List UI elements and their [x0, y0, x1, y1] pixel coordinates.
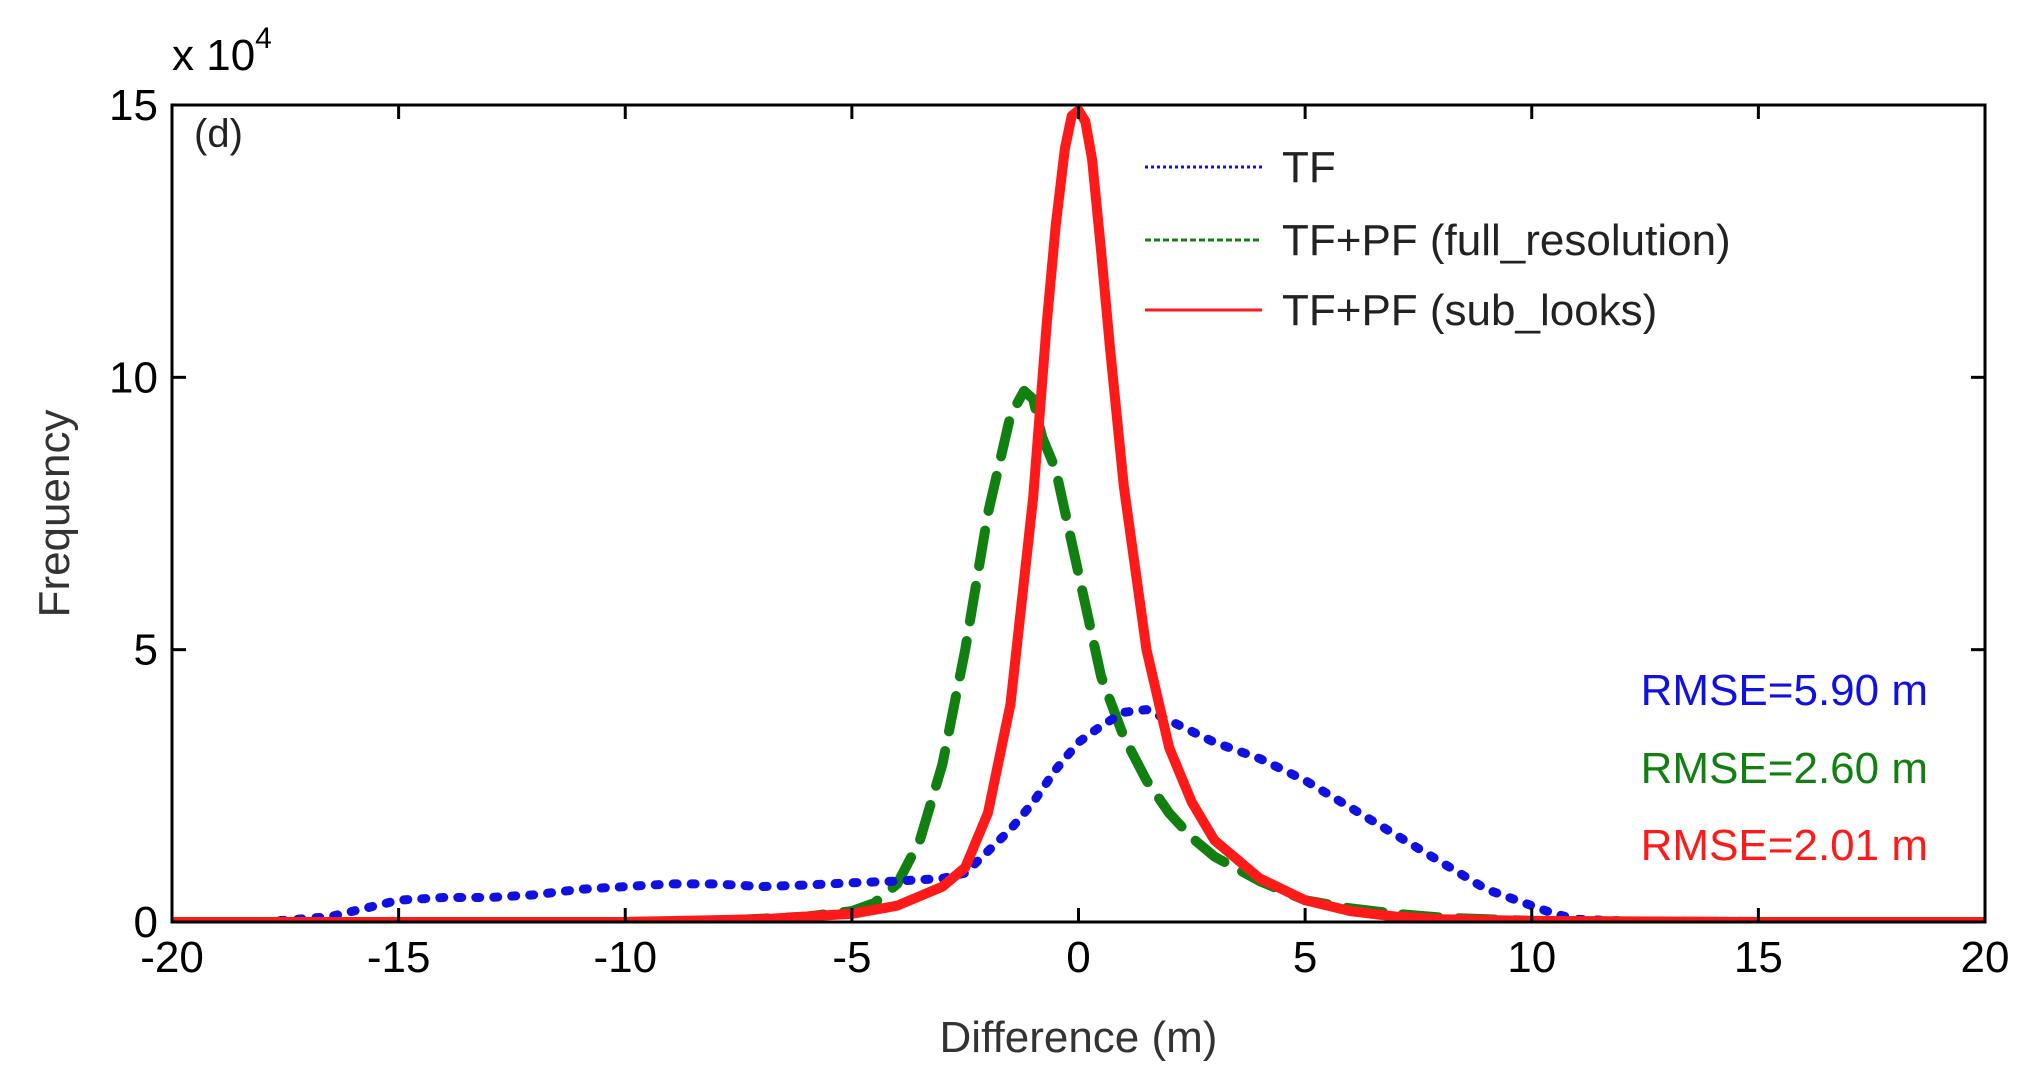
plot-area [170, 103, 1987, 924]
y-tick-label: 10 [109, 353, 158, 402]
legend-entry-2: TF+PF (sub_looks) [1145, 286, 1657, 335]
y-tick-label: 15 [109, 81, 158, 130]
series-line-0 [172, 705, 1985, 922]
tick-labels: -20 -15 -10 -5 0 5 10 15 20 0 5 10 15 [109, 81, 2009, 982]
x-tick-label: 5 [1293, 933, 1317, 982]
x-tick-label: -10 [593, 933, 657, 982]
legend-label: TF [1282, 143, 1336, 192]
series-group [172, 105, 1985, 922]
x-tick-label: 15 [1734, 933, 1783, 982]
x-tick-label: 0 [1066, 933, 1090, 982]
y-tick-label: 0 [134, 898, 158, 947]
y-tick-label: 5 [134, 626, 158, 675]
legend-entry-0: TF [1145, 143, 1336, 192]
axis-ticks [170, 103, 1987, 924]
legend: TF TF+PF (full_resolution) TF+PF (sub_look… [1145, 143, 1731, 335]
legend-label: TF+PF (sub_looks) [1282, 286, 1657, 335]
y-multiplier-label: x 104 [172, 22, 272, 80]
rmse-annotation: RMSE=2.01 m [1641, 821, 1928, 870]
y-axis-title: Frequency [30, 410, 79, 618]
series-line-1 [172, 385, 1985, 922]
x-axis-title: Difference (m) [940, 1013, 1218, 1062]
x-tick-label: -20 [140, 933, 204, 982]
x-tick-label: 20 [1961, 933, 2010, 982]
legend-label: TF+PF (full_resolution) [1282, 216, 1731, 265]
x-tick-label: -5 [832, 933, 871, 982]
x-tick-label: -15 [367, 933, 431, 982]
x-tick-label: 10 [1507, 933, 1556, 982]
rmse-annotation: RMSE=2.60 m [1641, 744, 1928, 793]
panel-label: (d) [194, 112, 243, 156]
legend-entry-1: TF+PF (full_resolution) [1145, 216, 1731, 265]
rmse-annotations: RMSE=5.90 m RMSE=2.60 m RMSE=2.01 m [1641, 666, 1928, 870]
rmse-annotation: RMSE=5.90 m [1641, 666, 1928, 715]
series-line-2 [172, 105, 1985, 922]
